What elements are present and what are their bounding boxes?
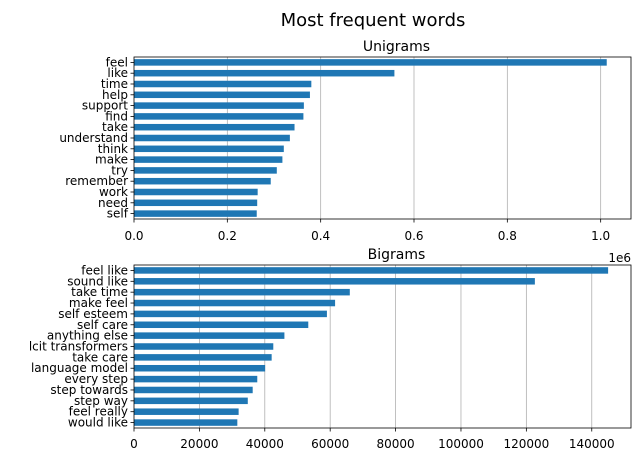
- bar-time: [134, 80, 312, 88]
- axes-title: Bigrams: [368, 247, 426, 263]
- y-tick-label: feel like: [81, 263, 128, 277]
- bar-lcit-transformers: [134, 343, 274, 350]
- y-tick-label: find: [105, 109, 128, 123]
- unigrams-panel: feelliketimehelpsupportfindtakeunderstan…: [59, 39, 632, 265]
- y-tick-label: need: [98, 196, 128, 210]
- x-tick-label: 60000: [311, 437, 349, 451]
- x-tick-label: 40000: [246, 437, 284, 451]
- y-tick-label: every step: [64, 372, 128, 386]
- bar-try: [134, 167, 277, 174]
- y-tick-label: step towards: [50, 383, 128, 397]
- bar-step-way: [134, 397, 248, 405]
- y-tick-label: think: [98, 142, 128, 156]
- y-tick-label: make feel: [69, 296, 128, 310]
- y-tick-label: understand: [59, 131, 128, 145]
- bar-feel-like: [134, 267, 609, 274]
- bar-anything-else: [134, 332, 285, 339]
- x-tick-label: 140000: [569, 437, 615, 451]
- x-tick-label: 100000: [438, 437, 484, 451]
- y-tick-label: self care: [77, 318, 128, 332]
- x-tick-label: 0.0: [124, 229, 143, 243]
- x-tick-label: 20000: [180, 437, 218, 451]
- bar-would-like: [134, 419, 238, 426]
- bar-sound-like: [134, 278, 535, 285]
- x-tick-label: 0.2: [218, 229, 237, 243]
- y-tick-label: would like: [68, 416, 128, 430]
- bar-take-time: [134, 288, 350, 296]
- bar-take: [134, 123, 295, 131]
- bar-find: [134, 113, 304, 120]
- x-tick-label: 0.6: [404, 229, 423, 243]
- y-tick-label: make: [95, 153, 128, 167]
- bar-help: [134, 91, 310, 99]
- bar-every-step: [134, 375, 258, 383]
- bar-self-esteem: [134, 310, 327, 318]
- bar-need: [134, 199, 258, 207]
- bar-understand: [134, 134, 290, 142]
- axes-title: Unigrams: [363, 39, 430, 55]
- bar-like: [134, 69, 395, 77]
- y-tick-label: step way: [74, 394, 128, 408]
- y-tick-label: take time: [71, 285, 128, 299]
- y-tick-label: self esteem: [58, 307, 128, 321]
- y-tick-label: sound like: [67, 274, 128, 288]
- y-tick-label: help: [102, 88, 128, 102]
- y-tick-label: feel really: [69, 405, 128, 419]
- x-tick-label: 1.0: [591, 229, 610, 243]
- bar-work: [134, 188, 258, 196]
- y-tick-label: time: [101, 77, 128, 91]
- x-tick-label: 120000: [503, 437, 549, 451]
- y-tick-label: take: [102, 120, 128, 134]
- bar-self: [134, 210, 257, 217]
- bar-step-towards: [134, 386, 253, 394]
- bar-self-care: [134, 321, 309, 329]
- x-tick-label: 80000: [376, 437, 414, 451]
- bar-feel-really: [134, 408, 239, 415]
- y-tick-label: lcit transformers: [29, 340, 128, 354]
- bar-take-care: [134, 354, 272, 361]
- x-tick-label: 0: [130, 437, 138, 451]
- bar-remember: [134, 177, 271, 185]
- bar-feel: [134, 59, 607, 66]
- y-tick-label: self: [107, 207, 129, 221]
- bar-make: [134, 156, 283, 163]
- y-tick-label: like: [107, 66, 128, 80]
- bar-make-feel: [134, 299, 336, 307]
- bar-think: [134, 145, 284, 153]
- bar-support: [134, 102, 304, 109]
- y-tick-label: language model: [31, 361, 128, 375]
- y-tick-label: work: [99, 185, 128, 199]
- y-tick-label: feel: [106, 55, 128, 69]
- x-tick-label: 0.8: [498, 229, 517, 243]
- suptitle: Most frequent words: [281, 10, 466, 31]
- y-tick-label: take care: [72, 350, 128, 364]
- bar-language-model: [134, 364, 266, 372]
- y-tick-label: support: [82, 99, 128, 113]
- x-tick-label: 0.4: [311, 229, 330, 243]
- y-tick-label: try: [111, 163, 128, 177]
- y-tick-label: remember: [65, 174, 128, 188]
- y-tick-label: anything else: [47, 329, 128, 343]
- x-offset-label: 1e6: [608, 251, 631, 265]
